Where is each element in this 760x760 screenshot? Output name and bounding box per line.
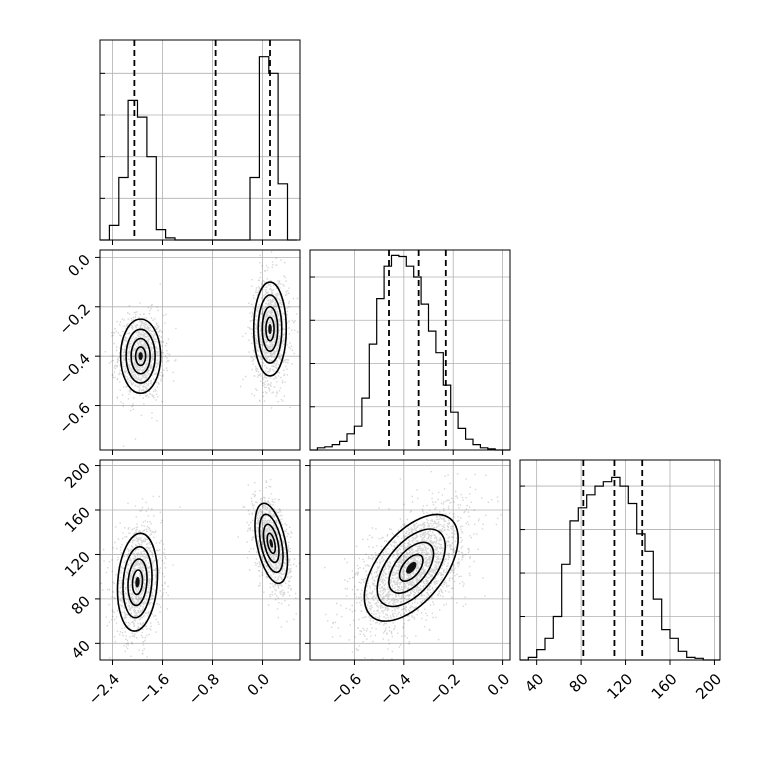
y-tick-label: 0.0 (64, 251, 94, 281)
density-contour (388, 541, 435, 594)
x-tick-label: −0.2 (425, 670, 463, 708)
y-tick-label: −0.4 (56, 349, 94, 387)
density-contour (131, 569, 144, 596)
x-tick-label: 0.0 (244, 670, 274, 700)
x-tick-label: −2.4 (85, 670, 123, 708)
sample-points (237, 478, 300, 628)
density-contour (119, 318, 162, 395)
density-peak (135, 576, 140, 588)
density-contour (130, 337, 151, 375)
histogram-panel-0 (99, 39, 301, 245)
scatter-panel-1 (95, 459, 301, 665)
density-contour (266, 532, 277, 555)
histogram-panel-2 (519, 459, 721, 665)
scatter-panel-0 (95, 249, 301, 455)
y-tick-label: −0.2 (56, 300, 94, 338)
x-tick-label: −0.8 (185, 670, 223, 708)
scatter-frame (99, 249, 301, 451)
y-tick-label: 200 (61, 459, 94, 492)
x-tick-label: −1.6 (135, 670, 173, 708)
density-peak (268, 323, 272, 335)
y-tick-label: −0.6 (56, 399, 94, 437)
y-tick-label: 120 (61, 548, 94, 581)
density-contour (262, 523, 280, 564)
density-contour (125, 328, 156, 384)
density-contour (257, 294, 283, 364)
y-tick-label: 80 (68, 592, 94, 618)
density-contour (134, 346, 147, 367)
density-contour (398, 553, 424, 582)
x-tick-label: −0.4 (376, 670, 414, 708)
y-tick-label: 40 (68, 637, 94, 663)
density-contour (376, 528, 447, 608)
sample-points (104, 283, 177, 447)
x-tick-label: 160 (648, 670, 681, 703)
histogram-steps (100, 56, 297, 241)
scatter-area (310, 460, 510, 660)
x-tick-label: −0.6 (327, 670, 365, 708)
x-tick-label: 40 (521, 670, 547, 696)
density-contour (127, 558, 148, 607)
density-contour (254, 502, 289, 585)
x-tick-label: 120 (603, 670, 636, 703)
scatter-area (100, 250, 300, 450)
scatter-area (100, 460, 300, 660)
scatter-panel-2 (305, 459, 511, 665)
density-contour (252, 281, 288, 377)
density-peak (138, 352, 143, 361)
x-tick-label: 200 (692, 670, 725, 703)
histogram-panel-1 (309, 249, 511, 455)
y-tick-label: 160 (61, 503, 94, 536)
histogram-frame (99, 39, 301, 241)
density-contour (258, 513, 284, 574)
density-contour (116, 532, 159, 632)
histogram-steps (520, 476, 720, 661)
x-tick-label: 0.0 (484, 670, 514, 700)
histogram-steps (310, 254, 510, 451)
scatter-frame (309, 459, 511, 661)
density-peak (269, 538, 274, 548)
histogram-frame (519, 459, 721, 661)
density-peak (406, 561, 417, 574)
density-contour (122, 545, 153, 619)
density-contour (261, 305, 279, 353)
x-tick-label: 80 (566, 670, 592, 696)
density-contour (363, 513, 459, 622)
sample-points (100, 495, 181, 660)
histogram-frame (309, 249, 511, 451)
density-contour (265, 316, 275, 342)
scatter-frame (99, 459, 301, 661)
